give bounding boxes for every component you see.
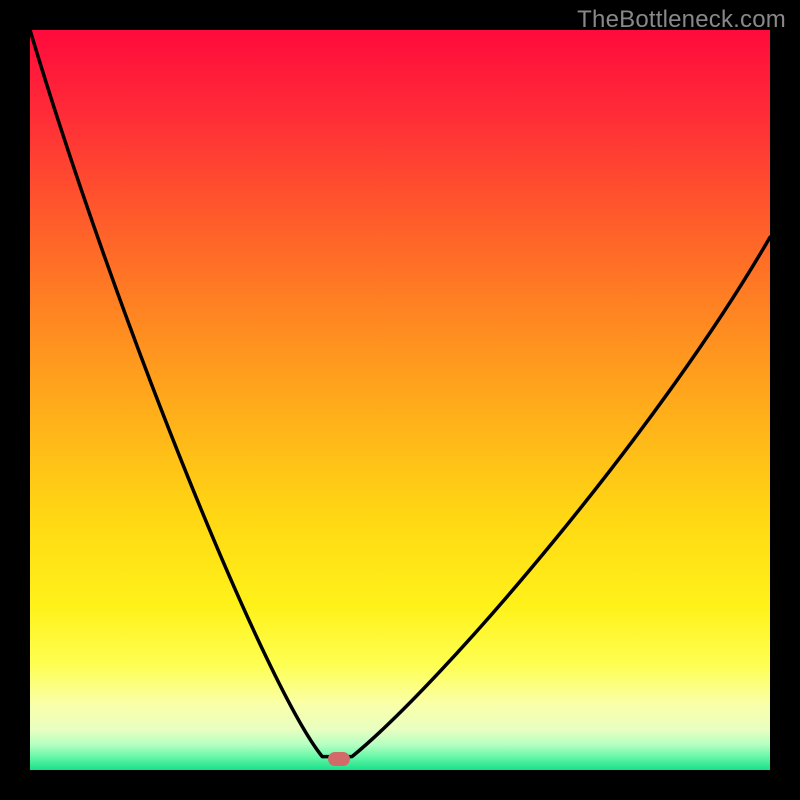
bottleneck-curve xyxy=(30,30,770,770)
chart-frame: TheBottleneck.com xyxy=(0,0,800,800)
minimum-marker xyxy=(328,752,350,765)
plot-area xyxy=(30,30,770,770)
